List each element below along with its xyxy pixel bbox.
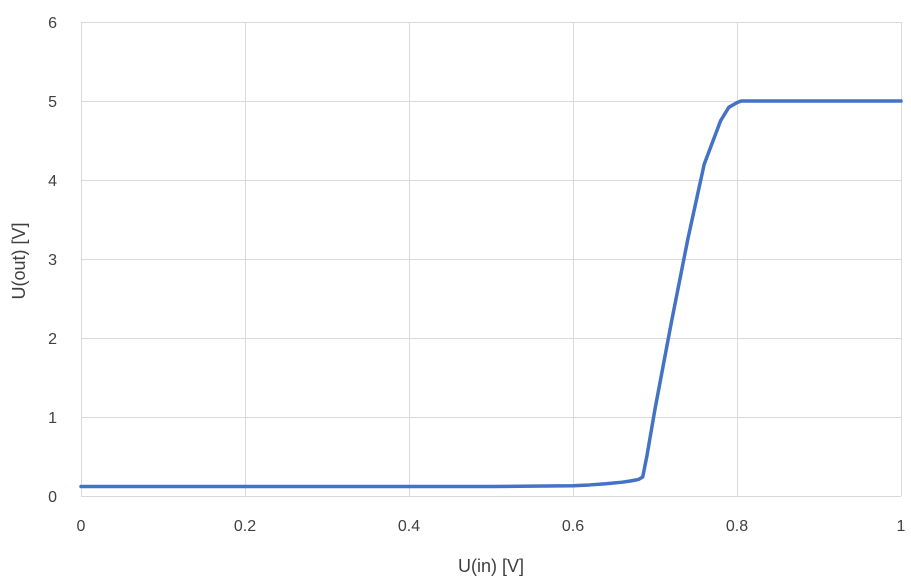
grid-layer	[81, 22, 902, 497]
x-tick-label: 0.8	[726, 518, 748, 535]
x-tick-label: 0.6	[562, 518, 584, 535]
x-tick-labels: 0 0.2 0.4 0.6 0.8 1	[77, 518, 906, 535]
y-tick-label: 2	[48, 331, 57, 348]
series-layer	[79, 99, 903, 489]
y-tick-label: 4	[48, 173, 57, 190]
y-tick-label: 0	[48, 489, 57, 506]
x-tick-label: 0.4	[398, 518, 420, 535]
y-tick-labels: 0 1 2 3 4 5 6	[48, 15, 57, 506]
y-tick-label: 3	[48, 252, 57, 269]
y-tick-label: 1	[48, 410, 57, 427]
x-tick-label: 0.2	[234, 518, 256, 535]
y-axis-title: U(out) [V]	[9, 222, 29, 299]
x-axis-title: U(in) [V]	[458, 556, 524, 576]
y-tick-label: 6	[48, 15, 57, 32]
y-tick-label: 5	[48, 94, 57, 111]
x-tick-label: 1	[897, 518, 906, 535]
x-tick-label: 0	[77, 518, 86, 535]
series-line	[79, 99, 903, 489]
